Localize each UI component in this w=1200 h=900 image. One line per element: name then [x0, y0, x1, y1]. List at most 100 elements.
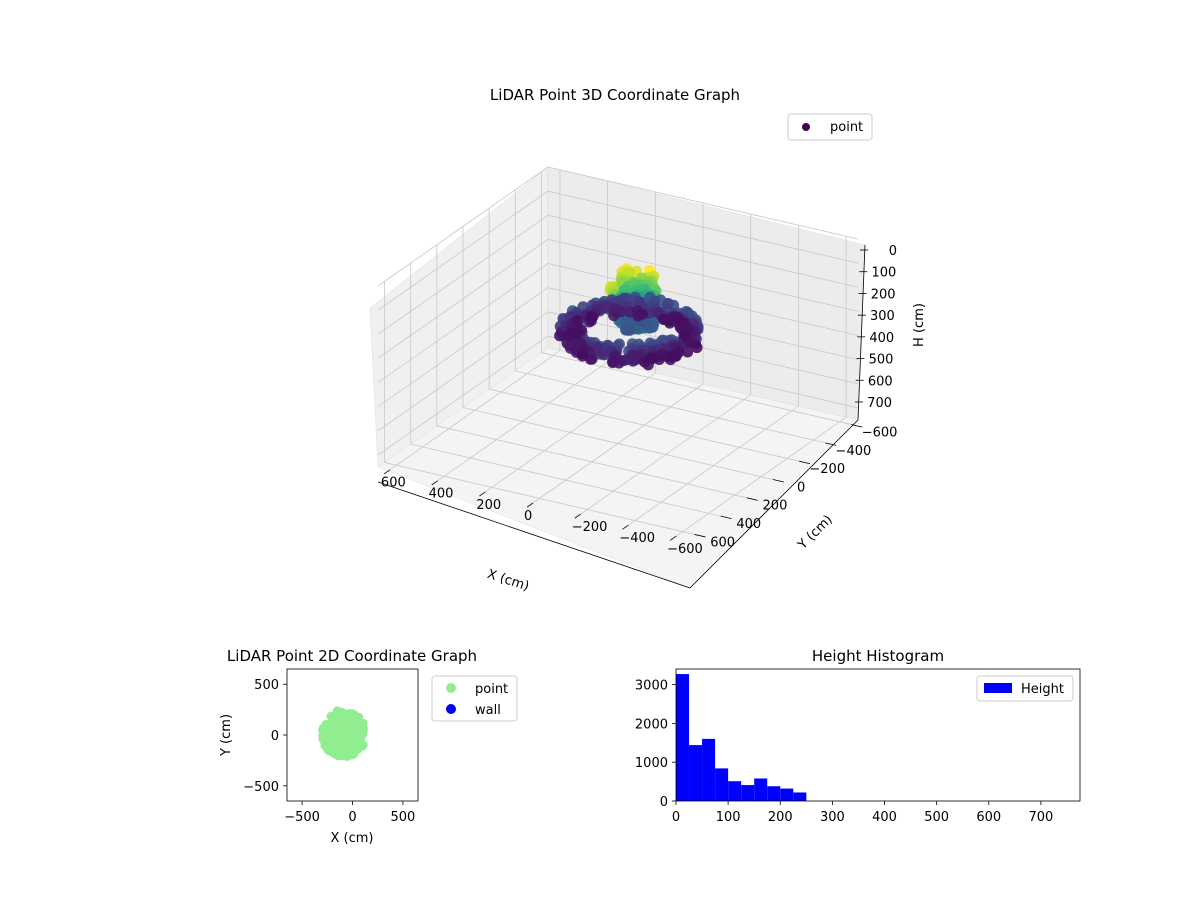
grid-line-z — [377, 166, 549, 287]
grid-line-z — [377, 190, 549, 311]
lidar-point-3d — [608, 309, 620, 322]
y-tick-mark-3d — [526, 502, 534, 508]
x-tick-label-3d: −200 — [809, 462, 845, 477]
lidar-point-2d — [333, 714, 343, 724]
y-axis-label-3d: Y (cm) — [795, 512, 836, 553]
y-tick-mark-3d — [431, 480, 438, 486]
y-tick-label-3d: 400 — [429, 487, 454, 502]
chart-3d-title: LiDAR Point 3D Coordinate Graph — [490, 86, 740, 104]
lidar-point-2d — [333, 747, 343, 757]
chart-2d: LiDAR Point 2D Coordinate Graph −500 0 500… — [219, 647, 518, 846]
z-axis-line-3d — [857, 244, 866, 421]
y-tick-label-2d: 0 — [271, 729, 279, 744]
y-tick-mark-3d — [574, 513, 581, 519]
x-tick-label-3d: 200 — [763, 499, 788, 514]
y-axis-label-2d: Y (cm) — [219, 714, 234, 757]
x-tick-label-2d: −500 — [284, 810, 320, 825]
legend-2d: point wall — [431, 675, 518, 722]
lidar-point-2d — [347, 709, 357, 719]
x-tick-label-3d: −400 — [836, 444, 872, 459]
lidar-point-3d — [620, 315, 633, 327]
x-tick-label-3d: 600 — [710, 535, 735, 550]
z-tick-label-3d: 600 — [868, 374, 893, 389]
x-tick-label-2d: 500 — [390, 810, 415, 825]
x-axis-label-3d: X (cm) — [485, 567, 531, 595]
grid-line-z — [377, 311, 549, 432]
chart-histogram: Height Histogram 0 100 200 300 400 500 600 7000… — [635, 647, 1081, 825]
x-axis-label-2d: X (cm) — [331, 831, 374, 846]
y-tick-label-3d: 0 — [524, 509, 532, 524]
grid-line-z — [547, 263, 859, 336]
x-tick-mark-3d — [799, 460, 811, 465]
lidar-point-3d — [636, 308, 649, 320]
z-tick-label-3d: 200 — [871, 287, 896, 302]
legend-2d-label-wall: wall — [475, 703, 501, 718]
y-tick-mark-3d — [479, 491, 486, 497]
x-tick-mark-3d — [772, 479, 784, 483]
lidar-point-3d — [571, 315, 583, 327]
legend-3d-box — [787, 113, 873, 141]
grid-3d — [377, 166, 859, 537]
legend-3d: point — [787, 113, 873, 141]
lidar-point-2d — [354, 712, 364, 722]
grid-line-y — [437, 361, 608, 482]
histogram-bars — [676, 674, 807, 801]
lidar-point-2d — [352, 733, 362, 743]
grid-line-y — [675, 416, 847, 537]
histogram-bar — [689, 745, 703, 801]
lidar-point-2d — [329, 733, 339, 743]
z-tick-label-3d: 0 — [889, 244, 897, 259]
lidar-point-3d — [554, 330, 566, 342]
grid-line-z — [377, 335, 549, 456]
histogram-bar — [780, 788, 794, 801]
grid-line-y — [532, 383, 704, 504]
y-tick-label-histogram: 1000 — [635, 756, 668, 771]
lidar-point-2d — [318, 723, 328, 733]
histogram-bar — [741, 785, 755, 801]
y-tick-label-2d: −500 — [243, 780, 279, 795]
legend-2d-marker-point — [446, 683, 456, 693]
x-tick-label-histogram: 600 — [976, 810, 1001, 825]
grid-line-z — [377, 287, 549, 407]
grid-line-y — [485, 372, 656, 493]
histogram-bar — [767, 786, 781, 801]
x-tick-label-histogram: 400 — [872, 810, 897, 825]
histogram-bar — [676, 674, 690, 801]
x-tick-label-3d: 0 — [797, 480, 805, 495]
plot-frame-histogram — [675, 668, 1081, 802]
x-tick-label-3d: −600 — [862, 425, 898, 440]
z-tick-label-3d: 500 — [869, 353, 894, 368]
grid-line-z — [547, 214, 859, 288]
legend-histogram-swatch — [984, 683, 1012, 693]
lidar-point-3d — [680, 330, 692, 342]
point-cloud-2d — [318, 706, 368, 761]
histogram-bar — [754, 778, 768, 801]
y-tick-mark-3d — [383, 469, 391, 475]
y-tick-mark-3d — [622, 524, 629, 530]
x-tick-label-3d: 400 — [736, 517, 761, 532]
grid-line-z — [547, 190, 859, 264]
grid-line-z — [547, 311, 859, 385]
y-tick-label-3d: −400 — [619, 531, 655, 546]
z-tick-label-3d: 700 — [867, 396, 892, 411]
lidar-point-3d — [682, 346, 694, 358]
lidar-point-3d — [691, 341, 703, 354]
ticks-3d: −600−400−20002004006006004002000−200−400… — [381, 244, 897, 557]
lidar-point-2d — [342, 728, 352, 738]
z-tick-label-3d: 100 — [871, 266, 896, 281]
x-tick-label-histogram: 500 — [924, 810, 949, 825]
y-tick-label-histogram: 3000 — [635, 679, 668, 694]
x-tick-label-histogram: 0 — [672, 810, 680, 825]
x-tick-mark-3d — [851, 424, 863, 428]
histogram-title: Height Histogram — [812, 647, 944, 665]
x-tick-label-2d: 0 — [348, 810, 356, 825]
lidar-point-3d — [670, 350, 682, 362]
legend-2d-marker-wall — [446, 704, 456, 714]
point-cloud-3d — [554, 263, 704, 371]
y-tick-mark-3d — [669, 535, 677, 541]
y-tick-label-histogram: 2000 — [635, 717, 668, 732]
ticks-histogram: 0 100 200 300 400 500 600 700 0 1000 2000 3000 — [635, 679, 1053, 825]
legend-histogram-box — [976, 675, 1074, 702]
lidar-point-2d — [358, 725, 368, 735]
